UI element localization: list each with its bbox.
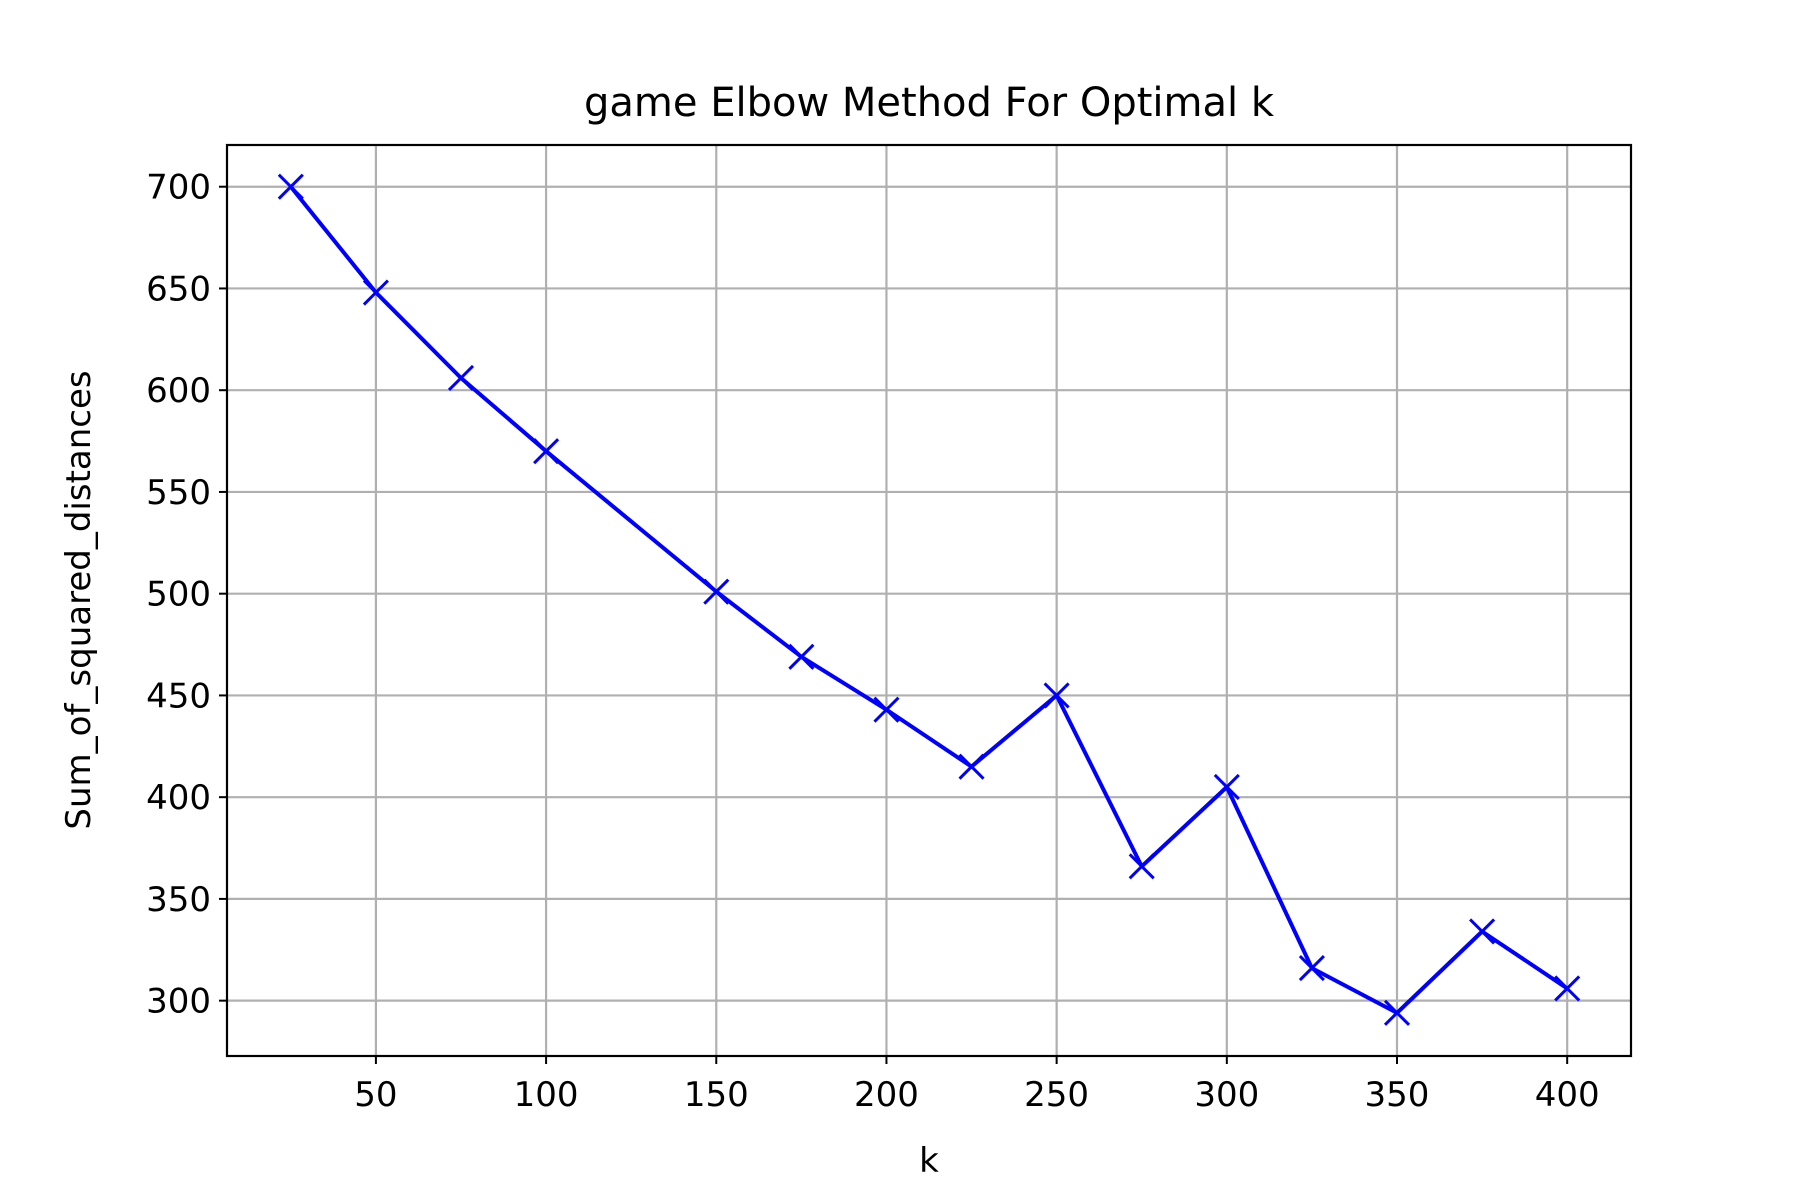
series-layer [277, 173, 1581, 1026]
y-tick-label: 400 [146, 778, 211, 818]
y-axis-label: Sum_of_squared_distances [59, 370, 99, 829]
data-point-marker [703, 578, 730, 605]
data-point-marker [1043, 682, 1070, 709]
series-line [289, 185, 1569, 1015]
data-point-marker [447, 364, 475, 392]
y-tick-label: 450 [146, 676, 211, 716]
y-tick-label: 550 [146, 473, 211, 513]
x-axis-label: k [919, 1141, 939, 1181]
data-point-marker [1298, 955, 1325, 982]
x-tick-label: 200 [854, 1075, 919, 1115]
x-tick-label: 300 [1194, 1075, 1259, 1115]
x-tick-label: 350 [1365, 1075, 1430, 1115]
grid [227, 145, 1631, 1056]
data-point-marker [1128, 853, 1155, 880]
data-point-marker [1213, 773, 1240, 801]
data-point-marker [788, 643, 815, 670]
data-point-marker [1554, 975, 1581, 1002]
plot-frame [225, 143, 1633, 1058]
x-tick-label: 50 [354, 1075, 397, 1115]
y-tick-label: 500 [146, 575, 211, 615]
x-tick-label: 250 [1024, 1075, 1089, 1115]
y-tick-label: 300 [146, 982, 211, 1022]
y-tick-label: 700 [146, 168, 211, 208]
x-tick-label: 100 [514, 1075, 579, 1115]
data-point-marker [1383, 999, 1411, 1026]
y-tick-label: 650 [146, 269, 211, 309]
data-point-marker [958, 753, 985, 780]
ticks: 50 100 150 200 250 300 350 400 300 350 400 450 500 55… [146, 168, 1600, 1115]
y-tick-label: 350 [146, 880, 211, 920]
data-point-marker [277, 173, 304, 200]
chart-title: game Elbow Method For Optimal k [584, 80, 1275, 126]
x-tick-label: 150 [684, 1075, 749, 1115]
data-point-marker [1469, 918, 1496, 945]
data-point-marker [873, 696, 900, 723]
data-point-marker [533, 438, 560, 465]
data-point-marker [362, 279, 389, 306]
y-tick-label: 600 [146, 371, 211, 411]
x-tick-label: 400 [1535, 1075, 1600, 1115]
